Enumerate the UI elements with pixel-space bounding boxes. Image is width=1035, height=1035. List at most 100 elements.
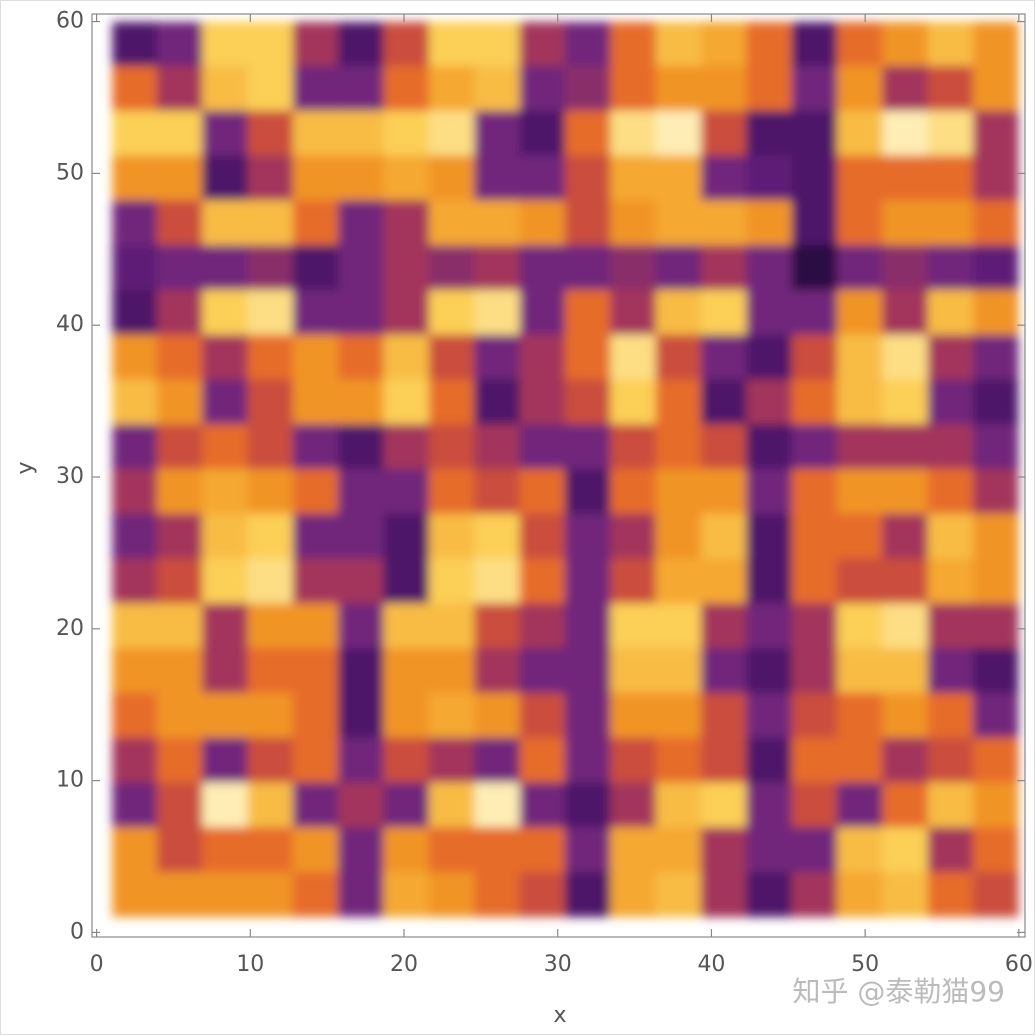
heatmap-cell [927,827,975,873]
heatmap-cell [383,692,430,739]
heatmap-cell [882,558,929,605]
heatmap-cell [927,110,975,157]
heatmap-cell [338,110,385,157]
heatmap-cell [383,468,430,515]
heatmap-cell [564,65,612,112]
heatmap-cell [338,289,385,336]
heatmap-cell [156,871,204,918]
heatmap-cell [338,155,385,202]
heatmap-cell [338,424,385,470]
heatmap-cell [746,110,793,157]
heatmap-cell [292,334,340,381]
heatmap-cell [655,334,702,381]
heatmap-cell [156,513,204,560]
heatmap-cell [882,782,929,829]
heatmap-cell [156,603,204,650]
heatmap-cell [383,289,430,336]
heatmap-cell [927,21,975,67]
heatmap-cell [247,200,294,247]
heatmap-cell [746,603,793,650]
heatmap-cell [746,155,793,202]
heatmap-cell [338,782,385,829]
heatmap-cell [338,558,385,605]
heatmap-cell [700,245,748,291]
heatmap-cell [474,110,521,157]
heatmap-cell [519,692,566,739]
heatmap-cell [791,468,838,515]
x-tick-label: 10 [236,952,264,977]
heatmap-cell [791,603,838,650]
heatmap-cell [338,692,385,739]
heatmap-cell [746,424,793,470]
watermark: 知乎 @泰勒猫99 [792,975,1005,1008]
heatmap-cell [791,558,838,605]
heatmap-cell [474,155,521,202]
heatmap-cell [791,245,838,291]
heatmap-cell [836,827,884,873]
heatmap-cell [247,21,294,67]
heatmap-cell [700,110,748,157]
heatmap-cell [519,289,566,336]
heatmap-cell [247,737,294,784]
heatmap-cell [927,200,975,247]
heatmap-cell [927,692,975,739]
heatmap-cell [474,289,521,336]
heatmap-cell [973,379,1019,426]
heatmap-cell [882,513,929,560]
heatmap-cell [927,468,975,515]
heatmap-cell [610,513,657,560]
heatmap-cell [610,737,657,784]
heatmap-cell [156,468,204,515]
heatmap-cell [156,245,204,291]
y-tick-label: 20 [56,616,84,641]
heatmap-cell [247,334,294,381]
heatmap-cell [247,782,294,829]
heatmap-cell [655,155,702,202]
heatmap-cell [746,513,793,560]
heatmap-cell [112,155,158,202]
heatmap-cell [564,513,612,560]
heatmap-cell [112,648,158,694]
heatmap-cell [112,782,158,829]
heatmap-cell [202,334,249,381]
heatmap-cell [655,827,702,873]
heatmap-cell [610,827,657,873]
heatmap-cell [292,110,340,157]
heatmap-cell [610,603,657,650]
heatmap-cell [338,334,385,381]
heatmap-cell [428,155,476,202]
x-tick-label: 50 [851,952,879,977]
heatmap-cell [791,648,838,694]
heatmap-cell [156,21,204,67]
y-tick-label: 40 [56,312,84,337]
heatmap-cell [836,648,884,694]
heatmap-cell [156,155,204,202]
heatmap-cell [292,424,340,470]
heatmap-cell [156,379,204,426]
heatmap-cells [112,21,1019,918]
heatmap-cell [791,200,838,247]
heatmap-cell [655,468,702,515]
heatmap-cell [610,424,657,470]
heatmap-cell [836,200,884,247]
heatmap-cell [428,648,476,694]
heatmap-cell [836,334,884,381]
heatmap-cell [610,648,657,694]
heatmap-cell [700,21,748,67]
heatmap-cell [700,379,748,426]
heatmap-cell [292,782,340,829]
heatmap-cell [519,379,566,426]
heatmap-cell [156,827,204,873]
heatmap-cell [474,245,521,291]
heatmap-cell [882,289,929,336]
heatmap-cell [564,155,612,202]
heatmap-cell [564,424,612,470]
heatmap-cell [746,692,793,739]
heatmap-cell [202,289,249,336]
heatmap-cell [383,782,430,829]
heatmap-cell [882,424,929,470]
heatmap-cell [338,379,385,426]
heatmap-cell [202,782,249,829]
heatmap-cell [383,558,430,605]
